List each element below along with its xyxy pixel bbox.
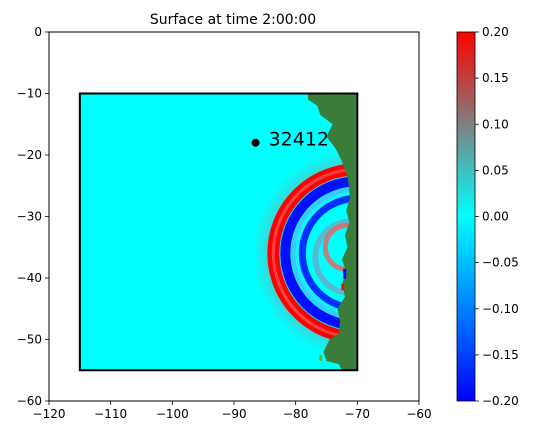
colorbar-tick-label: 0.10 [482, 117, 509, 131]
gauge-label: 32412 [269, 129, 329, 151]
y-tick-label: −60 [17, 394, 42, 408]
y-axis: 0 −10 −20 −30 −40 −50 −60 [17, 25, 49, 408]
wave-field [79, 93, 358, 371]
x-tick-label: −60 [406, 407, 431, 421]
domain-box [78, 92, 359, 372]
chart-title: Surface at time 2:00:00 [150, 12, 316, 28]
y-tick-label: −10 [17, 87, 42, 101]
coast-crest [341, 284, 345, 291]
colorbar-tick-label: 0.15 [482, 71, 509, 85]
x-tick-label: −110 [94, 407, 127, 421]
colorbar-tick-label: −0.20 [482, 394, 519, 408]
land [308, 93, 358, 371]
x-tick-label: −90 [221, 407, 246, 421]
colorbar-tick-label: 0.05 [482, 163, 509, 177]
y-tick-label: −20 [17, 148, 42, 162]
colorbar-tick-label: −0.05 [482, 256, 519, 270]
gauge-marker [251, 138, 260, 147]
x-tick-label: −70 [345, 407, 370, 421]
colorbar-ticks: 0.20 0.15 0.10 0.05 0.00 −0.05 −0.10 −0.15 −0.20 [475, 25, 519, 408]
land-shoal [319, 354, 323, 361]
wave-crest-edge [271, 167, 358, 339]
y-tick-label: −30 [17, 210, 42, 224]
x-tick-label: −100 [156, 407, 189, 421]
x-tick-label: −80 [283, 407, 308, 421]
x-tick-label: −120 [33, 407, 66, 421]
colorbar-tick-label: −0.10 [482, 302, 519, 316]
wave-trough-inner [298, 194, 358, 312]
colorbar-tick-label: 0.20 [482, 25, 509, 39]
y-tick-label: −40 [17, 271, 42, 285]
y-tick-label: 0 [34, 25, 42, 39]
colorbar [457, 32, 475, 401]
colorbar-tick-label: −0.15 [482, 348, 519, 362]
x-axis: −120 −110 −100 −90 −80 −70 −60 [33, 401, 432, 421]
y-tick-label: −50 [17, 333, 42, 347]
wave-trough-outer [280, 176, 358, 331]
colorbar-tick-label: 0.00 [482, 210, 509, 224]
wave-band [291, 187, 358, 320]
coast-trough [343, 268, 347, 279]
